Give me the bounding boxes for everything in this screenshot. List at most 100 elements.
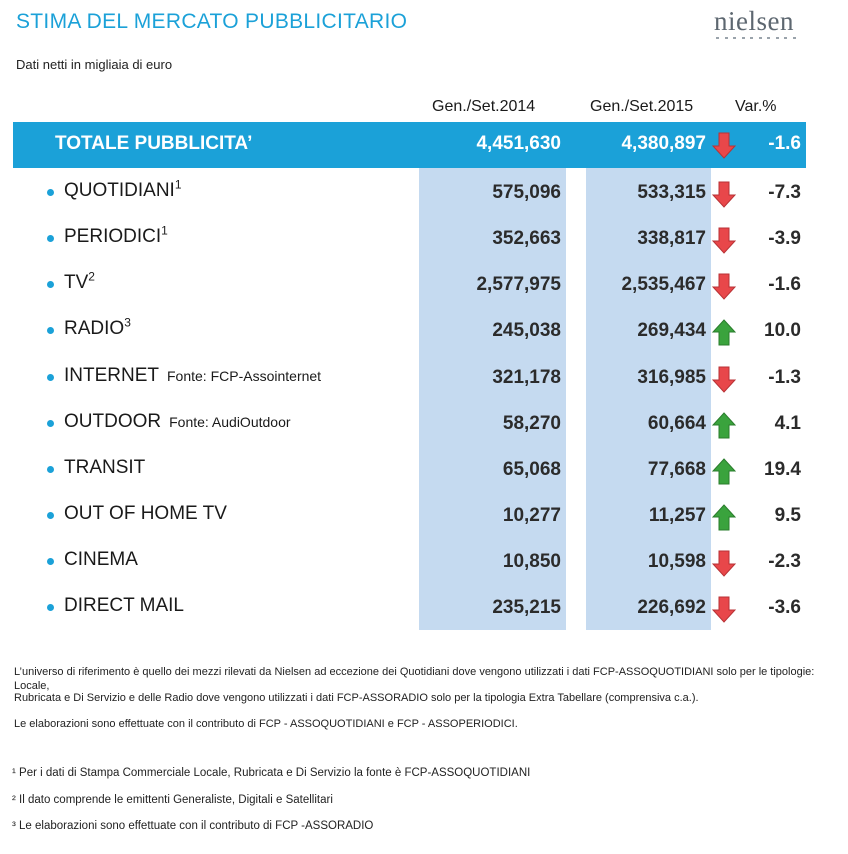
row-label-text: RADIO xyxy=(64,318,125,340)
row-label: CINEMA xyxy=(64,549,138,571)
table-row: INTERNET Fonte: FCP-Assointernet 321,178 31… xyxy=(0,357,848,403)
arrow-up-icon xyxy=(711,504,737,537)
total-var: -1.6 xyxy=(768,133,801,154)
row-label: QUOTIDIANI1 xyxy=(64,177,182,202)
total-value-2015: 4,380,897 xyxy=(621,133,706,154)
arrow-down-icon xyxy=(711,550,737,583)
bullet-icon xyxy=(47,373,54,381)
value-2014: 10,277 xyxy=(502,505,561,527)
row-label-text: PERIODICI xyxy=(64,226,162,248)
methodology-note: L’universo di riferimento è quello dei m… xyxy=(14,666,815,692)
footnote: ² Il dato comprende le emittenti General… xyxy=(12,794,333,806)
table-row: QUOTIDIANI1 575,096 533,315 -7.3 xyxy=(0,172,848,218)
arrow-up-icon xyxy=(711,458,737,491)
row-label: DIRECT MAIL xyxy=(64,595,184,617)
value-2015: 316,985 xyxy=(637,366,706,388)
value-2015: 269,434 xyxy=(637,320,706,342)
row-label-text: CINEMA xyxy=(64,549,138,571)
variation-percent: -3.9 xyxy=(768,228,801,250)
row-label-text: OUTDOOR xyxy=(64,410,162,432)
footnote: ¹ Per i dati di Stampa Commerciale Local… xyxy=(12,767,531,779)
total-value-2014: 4,451,630 xyxy=(476,133,561,154)
footnote-marker: 1 xyxy=(161,223,168,238)
row-label: RADIO3 xyxy=(64,316,131,340)
arrow-up-icon xyxy=(711,319,737,352)
variation-percent: -7.3 xyxy=(768,182,801,203)
value-2014: 575,096 xyxy=(492,182,561,203)
arrow-down-icon xyxy=(711,181,737,214)
table-row: TRANSIT 65,068 77,668 19.4 xyxy=(0,449,848,495)
row-label-text: DIRECT MAIL xyxy=(64,595,185,617)
bullet-icon xyxy=(47,419,54,427)
row-label-text: OUT OF HOME TV xyxy=(64,503,227,525)
value-2014: 352,663 xyxy=(492,228,561,250)
row-label-text: QUOTIDIANI xyxy=(64,180,175,201)
value-2015: 10,598 xyxy=(647,551,706,573)
table-row: TV2 2,577,975 2,535,467 -1.6 xyxy=(0,264,848,310)
footnote-marker: 2 xyxy=(88,269,95,284)
value-2014: 10,850 xyxy=(502,551,561,573)
total-arrow-down-icon xyxy=(711,132,737,165)
value-2015: 226,692 xyxy=(637,597,706,619)
variation-percent: 9.5 xyxy=(774,505,801,527)
row-source: Fonte: FCP-Assointernet xyxy=(167,367,322,384)
value-2014: 65,068 xyxy=(502,458,561,480)
value-2015: 2,535,467 xyxy=(621,274,706,296)
value-2015: 11,257 xyxy=(648,505,706,527)
value-2015: 338,817 xyxy=(637,228,706,250)
bullet-icon xyxy=(47,512,54,520)
arrow-down-icon xyxy=(711,227,737,260)
variation-percent: -3.6 xyxy=(768,597,801,619)
row-label-text: TV xyxy=(64,272,89,294)
footnote-marker: 3 xyxy=(124,316,131,331)
header-var: Var.% xyxy=(735,98,777,115)
arrow-up-icon xyxy=(711,412,737,445)
bullet-icon xyxy=(47,189,54,196)
value-2015: 533,315 xyxy=(637,182,706,203)
value-2014: 245,038 xyxy=(492,320,561,342)
row-label: TV2 xyxy=(64,269,95,294)
arrow-down-icon xyxy=(711,273,737,306)
page-title: STIMA DEL MERCATO PUBBLICITARIO xyxy=(16,10,408,33)
methodology-note: Le elaborazioni sono effettuate con il c… xyxy=(14,718,518,730)
table-row: OUTDOOR Fonte: AudiOutdoor 58,270 60,664 4.1 xyxy=(0,403,848,449)
column-2014-background xyxy=(419,167,566,630)
row-label: OUT OF HOME TV xyxy=(64,503,227,525)
total-row xyxy=(13,122,806,168)
row-label: TRANSIT xyxy=(64,457,145,479)
bullet-icon xyxy=(47,327,54,335)
footnote: ³ Le elaborazioni sono effettuate con il… xyxy=(12,820,374,832)
row-label: OUTDOOR Fonte: AudiOutdoor xyxy=(64,411,291,433)
row-source: Fonte: AudiOutdoor xyxy=(169,413,291,430)
table-row: CINEMA 10,850 10,598 -2.3 xyxy=(0,541,848,587)
value-2014: 58,270 xyxy=(502,412,561,434)
column-2015-background xyxy=(586,167,711,630)
value-2014: 321,178 xyxy=(492,366,561,388)
row-label: PERIODICI1 xyxy=(64,223,168,248)
methodology-note: Rubricata e Di Servizio e delle Radio do… xyxy=(14,692,699,704)
logo-dots xyxy=(716,37,796,39)
value-2014: 235,215 xyxy=(492,597,561,619)
row-label: INTERNET Fonte: FCP-Assointernet xyxy=(64,365,321,387)
footnote-marker: 1 xyxy=(174,177,182,192)
bullet-icon xyxy=(47,465,54,473)
bullet-icon xyxy=(47,235,54,243)
header-2014: Gen./Set.2014 xyxy=(432,98,536,115)
value-2014: 2,577,975 xyxy=(476,274,561,296)
nielsen-logo: nielsen xyxy=(714,6,794,36)
variation-percent: -1.6 xyxy=(768,274,801,296)
row-label-text: INTERNET xyxy=(64,364,159,386)
row-label-text: TRANSIT xyxy=(64,456,146,478)
variation-percent: 19.4 xyxy=(764,458,801,480)
table-row: PERIODICI1 352,663 338,817 -3.9 xyxy=(0,218,848,264)
arrow-down-icon xyxy=(711,366,737,399)
table-row: RADIO3 245,038 269,434 10.0 xyxy=(0,310,848,356)
bullet-icon xyxy=(47,558,54,566)
variation-percent: 4.1 xyxy=(774,412,801,434)
value-2015: 77,668 xyxy=(647,458,706,480)
header-2015: Gen./Set.2015 xyxy=(590,98,694,115)
table-row: OUT OF HOME TV 10,277 11,257 9.5 xyxy=(0,495,848,541)
total-label: TOTALE PUBBLICITA’ xyxy=(55,133,253,154)
variation-percent: -1.3 xyxy=(768,366,801,388)
page-subtitle: Dati netti in migliaia di euro xyxy=(16,57,173,72)
